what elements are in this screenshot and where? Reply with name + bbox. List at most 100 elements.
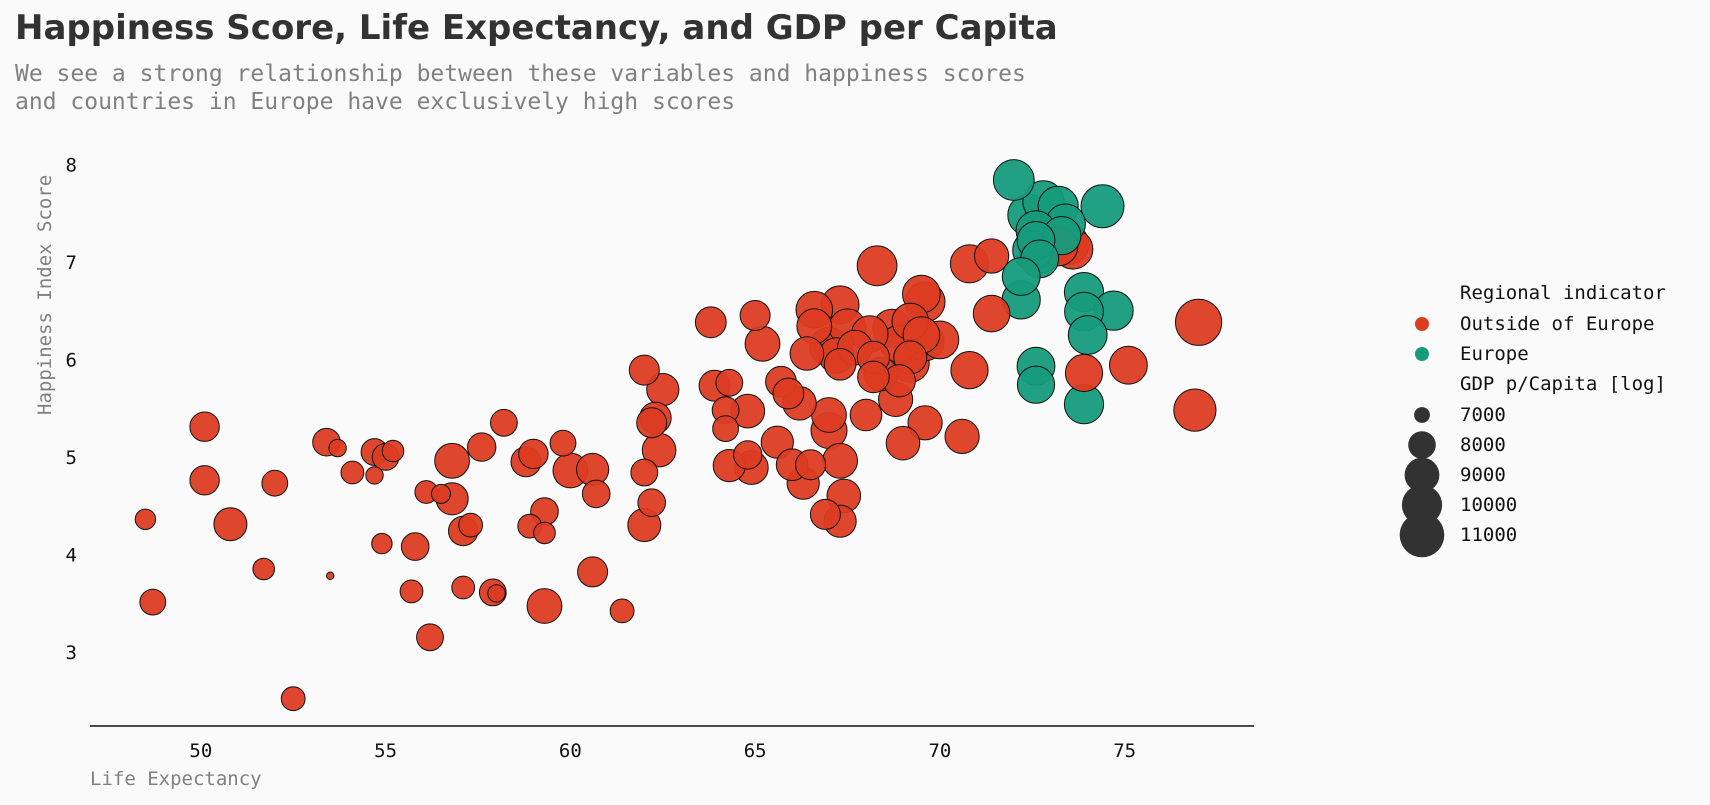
data-point-outside-europe — [636, 407, 668, 439]
data-point-europe — [1001, 257, 1041, 296]
data-point-outside-europe — [326, 571, 335, 580]
data-point-outside-europe — [694, 306, 727, 339]
data-point-outside-europe — [822, 442, 858, 479]
data-point-outside-europe — [577, 556, 609, 588]
data-point-outside-europe — [365, 466, 384, 485]
data-point-outside-europe — [549, 429, 577, 457]
x-tick-label: 50 — [189, 740, 212, 762]
y-tick-label: 6 — [66, 349, 77, 371]
chart-subtitle-line-1: We see a strong relationship between the… — [15, 61, 1026, 87]
data-point-outside-europe — [526, 588, 563, 624]
y-axis-title: Happiness Index Score — [34, 175, 56, 415]
data-point-outside-europe — [637, 488, 667, 518]
data-point-outside-europe — [1175, 298, 1223, 346]
data-point-outside-europe — [1109, 345, 1148, 385]
data-point-outside-europe — [609, 598, 635, 624]
x-tick-label: 65 — [744, 740, 767, 762]
data-point-outside-europe — [1173, 388, 1217, 432]
data-point-outside-europe — [715, 368, 744, 397]
data-point-outside-europe — [972, 294, 1011, 333]
legend-size-label: 8000 — [1460, 434, 1506, 456]
data-point-outside-europe — [811, 397, 847, 433]
legend-size-label: 9000 — [1460, 464, 1506, 486]
legend-size-entries: 7000 8000 9000 10000 11000 — [1399, 404, 1517, 558]
legend-size-marker — [1404, 457, 1440, 493]
y-axis-ticks: 3 4 5 6 7 8 — [66, 154, 77, 664]
data-point-outside-europe — [823, 348, 857, 381]
legend-label-outside-europe: Outside of Europe — [1460, 313, 1654, 335]
data-point-outside-europe — [139, 588, 167, 616]
legend-size-marker — [1399, 512, 1445, 558]
data-point-outside-europe — [1064, 353, 1104, 393]
data-point-outside-europe — [630, 458, 659, 487]
data-point-outside-europe — [458, 512, 484, 538]
legend-marker-europe — [1415, 347, 1429, 361]
chart-title: Happiness Score, Life Expectancy, and GD… — [15, 8, 1058, 48]
data-point-outside-europe — [533, 521, 556, 545]
legend-size-label: 11000 — [1460, 524, 1517, 546]
data-point-outside-europe — [381, 439, 405, 463]
data-point-outside-europe — [739, 300, 771, 331]
data-point-outside-europe — [950, 351, 989, 390]
plot-area — [134, 159, 1223, 712]
data-point-outside-europe — [712, 415, 739, 443]
data-point-outside-europe — [789, 336, 825, 371]
data-point-outside-europe — [400, 532, 430, 561]
x-tick-label: 55 — [374, 740, 397, 762]
data-point-outside-europe — [809, 498, 841, 530]
x-tick-label: 60 — [559, 740, 582, 762]
legend-size-marker — [1414, 407, 1430, 423]
legend-hue-title: Regional indicator — [1460, 282, 1666, 304]
legend-size-label: 10000 — [1460, 494, 1517, 516]
data-point-outside-europe — [849, 398, 883, 432]
legend: Regional indicator Outside of Europe Eur… — [1399, 282, 1666, 558]
data-point-outside-europe — [885, 425, 921, 461]
data-point-outside-europe — [772, 377, 805, 410]
data-point-outside-europe — [518, 438, 549, 470]
x-tick-label: 75 — [1113, 740, 1136, 762]
data-point-outside-europe — [261, 469, 289, 497]
data-point-outside-europe — [371, 532, 393, 555]
data-point-europe — [992, 159, 1035, 201]
data-point-outside-europe — [451, 575, 476, 600]
y-tick-label: 8 — [66, 154, 77, 176]
data-point-outside-europe — [856, 245, 898, 287]
data-point-outside-europe — [795, 449, 827, 481]
x-tick-label: 70 — [928, 740, 951, 762]
data-point-outside-europe — [134, 508, 157, 530]
y-tick-label: 3 — [66, 642, 77, 664]
legend-size-title: GDP p/Capita [log] — [1460, 373, 1666, 395]
data-point-outside-europe — [487, 584, 506, 603]
legend-size-marker — [1401, 484, 1443, 526]
data-point-europe — [1067, 315, 1108, 355]
data-point-outside-europe — [628, 354, 660, 386]
chart-subtitle-line-2: and countries in Europe have exclusively… — [15, 89, 736, 115]
data-point-outside-europe — [189, 465, 220, 496]
legend-size-label: 7000 — [1460, 404, 1506, 426]
data-point-outside-europe — [280, 686, 306, 712]
x-axis-title: Life Expectancy — [90, 768, 262, 790]
data-point-outside-europe — [490, 408, 518, 437]
data-point-outside-europe — [434, 442, 471, 479]
data-point-outside-europe — [213, 507, 248, 542]
data-point-outside-europe — [744, 325, 781, 362]
y-tick-label: 5 — [66, 447, 77, 469]
data-point-outside-europe — [467, 432, 497, 462]
data-point-outside-europe — [340, 460, 365, 485]
x-axis-ticks: 50 55 60 65 70 75 — [189, 740, 1136, 762]
chart-subtitle: We see a strong relationship between the… — [15, 60, 1026, 116]
data-point-outside-europe — [328, 438, 347, 458]
data-point-outside-europe — [907, 405, 943, 441]
data-point-outside-europe — [581, 479, 611, 509]
data-point-europe — [1016, 365, 1056, 404]
data-point-outside-europe — [733, 440, 763, 470]
data-point-outside-europe — [857, 360, 890, 394]
data-point-outside-europe — [189, 411, 220, 442]
data-point-outside-europe — [416, 623, 444, 652]
data-point-outside-europe — [974, 238, 1010, 274]
data-point-outside-europe — [399, 579, 424, 604]
y-tick-label: 7 — [66, 252, 77, 274]
legend-size-marker — [1408, 431, 1436, 459]
y-tick-label: 4 — [66, 544, 77, 566]
